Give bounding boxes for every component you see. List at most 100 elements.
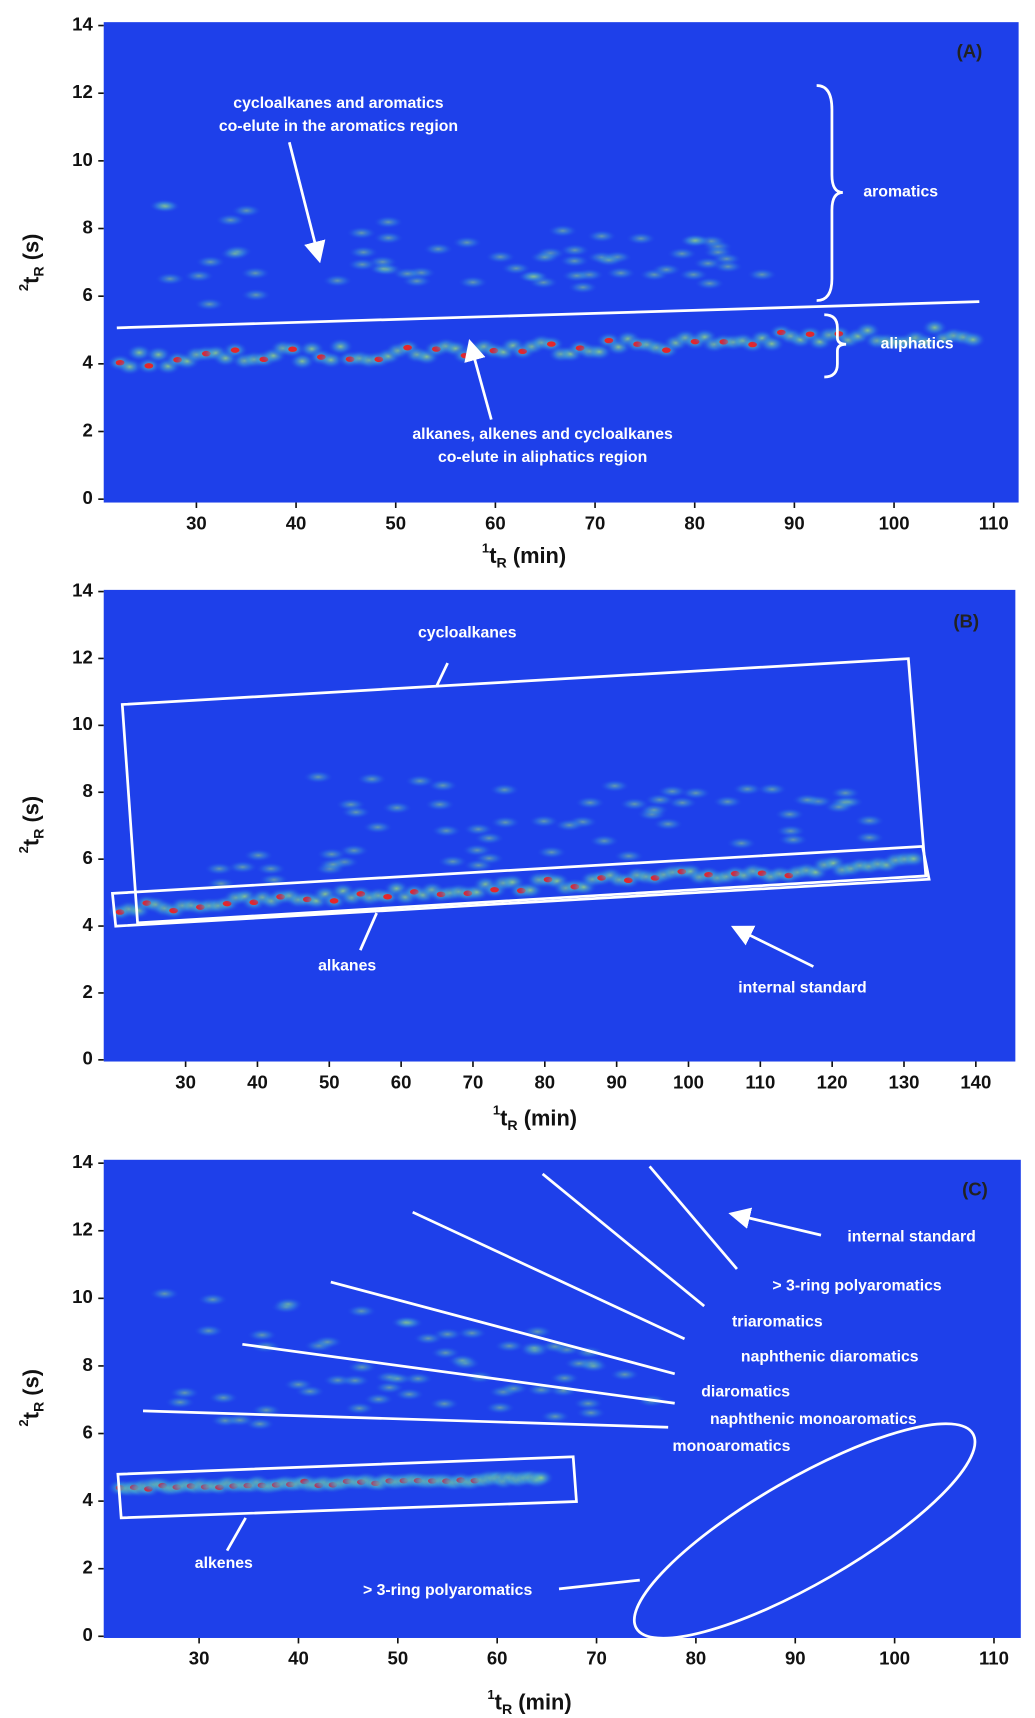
- x-tick-label: 60: [391, 1071, 412, 1092]
- panel-label: (C): [962, 1178, 988, 1199]
- signal-glow: [830, 786, 861, 800]
- y-axis-label: 2tR (s): [17, 1369, 47, 1427]
- signal-glow: [215, 213, 246, 227]
- signal-glow: [485, 250, 516, 264]
- signal-glow: [340, 805, 372, 819]
- annotation-shape: [225, 1517, 247, 1552]
- signal-glow: [756, 782, 788, 796]
- signal-glow: [427, 778, 459, 793]
- signal-glow: [549, 1371, 580, 1385]
- x-tick-label: 70: [585, 512, 606, 533]
- signal-glow: [680, 233, 711, 247]
- annotation: alkenes: [195, 1555, 253, 1572]
- annotation: naphthenic monoaromatics: [710, 1411, 917, 1428]
- annotation-shape: [464, 338, 493, 420]
- y-tick-label: 0: [82, 1048, 92, 1069]
- signal-glow: [243, 848, 274, 862]
- signal-glow: [489, 783, 520, 797]
- signal-glow: [528, 814, 560, 828]
- annotation: internal standard: [847, 1228, 975, 1245]
- signal-glow: [490, 815, 521, 829]
- x-tick-label: 50: [388, 1648, 409, 1669]
- signal-glow: [463, 858, 494, 872]
- signal-glow: [609, 1367, 640, 1382]
- x-axis-label-part: t: [489, 543, 496, 568]
- signal-glow: [381, 801, 413, 815]
- x-axis-label-part: (min): [512, 1689, 571, 1714]
- signal-peak: [329, 898, 339, 904]
- signal-glow: [346, 226, 377, 240]
- signal-glow: [823, 800, 855, 814]
- signal-glow: [316, 847, 347, 861]
- signal-glow: [518, 1341, 550, 1355]
- annotation-shape: [142, 1409, 669, 1429]
- signal-glow: [746, 268, 778, 282]
- signal-glow: [224, 1413, 256, 1427]
- signal-glow: [240, 288, 272, 302]
- x-axis-label: 1tR (min): [482, 541, 566, 571]
- signal-glow: [208, 1391, 239, 1405]
- annotation-shape: [728, 1207, 822, 1237]
- x-tick-label: 50: [385, 512, 406, 533]
- annotation-shape: [824, 313, 847, 379]
- signal-glow: [451, 236, 483, 250]
- x-tick-label: 140: [960, 1071, 991, 1092]
- signal-glow: [578, 1359, 609, 1373]
- signal-glow: [536, 845, 567, 859]
- y-tick-label: 6: [82, 284, 92, 305]
- signal-glow: [900, 850, 927, 868]
- signal-peak: [144, 363, 154, 369]
- panel-label: (A): [957, 41, 983, 62]
- y-tick-label: 4: [82, 914, 93, 935]
- x-tick-label: 90: [785, 1648, 806, 1669]
- signal-glow: [484, 1401, 516, 1415]
- y-tick-label: 0: [82, 1624, 92, 1645]
- signal-glow: [373, 231, 404, 245]
- signal-glow: [373, 215, 404, 229]
- signal-glow: [732, 782, 763, 796]
- annotation: internal standard: [738, 980, 866, 997]
- y-tick-label: 10: [72, 149, 93, 170]
- y-tick-label: 14: [72, 579, 93, 600]
- y-axis-label: 2tR (s): [17, 234, 47, 292]
- signal-glow: [678, 268, 709, 282]
- signal-glow: [219, 247, 251, 261]
- signal-glow: [195, 255, 226, 269]
- annotation-shape: [110, 845, 931, 928]
- y-tick-label: 14: [72, 1151, 93, 1172]
- x-tick-label: 90: [784, 512, 805, 533]
- signal-glow: [774, 807, 805, 821]
- x-tick-label: 130: [889, 1071, 920, 1092]
- signal-glow: [574, 796, 606, 810]
- signal-glow: [363, 1392, 394, 1406]
- signal-peak: [546, 341, 556, 347]
- x-axis-label-part: R: [502, 1702, 512, 1718]
- signal-glow: [547, 224, 579, 238]
- annotation-shape: [412, 1210, 686, 1341]
- signal-glow: [518, 270, 550, 284]
- x-axis-label-part: t: [500, 1105, 507, 1130]
- y-axis-label-part: R: [31, 829, 47, 839]
- x-axis-label: 1tR (min): [493, 1103, 577, 1133]
- signal-glow: [554, 818, 585, 832]
- x-axis-label-part: t: [495, 1689, 502, 1714]
- x-tick-label: 80: [686, 1648, 707, 1669]
- y-tick-label: 2: [82, 1557, 92, 1578]
- annotation: co-elute in aliphatics region: [438, 449, 647, 466]
- x-tick-label: 40: [247, 1071, 268, 1092]
- signal-glow: [424, 797, 456, 812]
- signal-glow: [346, 1304, 377, 1318]
- x-tick-label: 90: [606, 1071, 627, 1092]
- signal-glow: [150, 199, 181, 214]
- signal-glow: [412, 1331, 444, 1345]
- signal-glow: [203, 862, 235, 876]
- y-axis-label: 2tR (s): [17, 796, 47, 854]
- signal-glow: [625, 231, 657, 246]
- annotation: aromatics: [863, 184, 938, 201]
- y-tick-label: 12: [72, 646, 93, 667]
- annotation-shape: [116, 1455, 578, 1520]
- annotation-shape: [632, 1422, 977, 1640]
- signal-glow: [197, 1292, 228, 1307]
- signal-glow: [599, 779, 630, 793]
